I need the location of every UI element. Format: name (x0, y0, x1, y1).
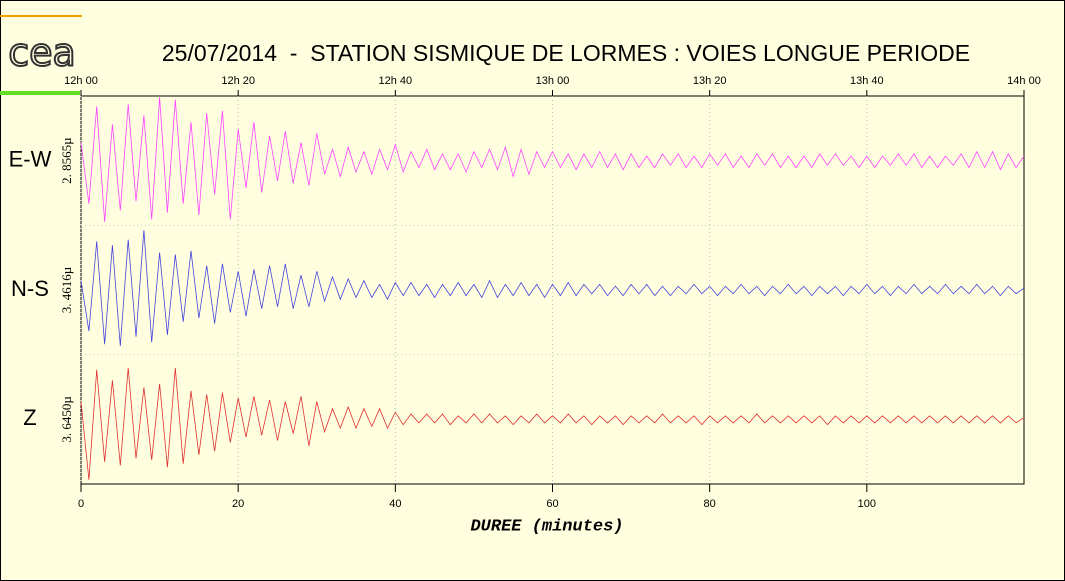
x2-tick-label: 12h 40 (379, 75, 413, 87)
x2-tick-label: 12h 20 (221, 75, 255, 87)
chart-title: 25/07/2014 - STATION SISMIQUE DE LORMES … (162, 40, 970, 66)
x-tick-label: 40 (389, 498, 401, 510)
x-axis-label: DUREE (minutes) (470, 517, 623, 536)
scale-label: 3. 6450µ (59, 396, 74, 443)
x-tick-label: 100 (858, 498, 876, 510)
scale-label: 3. 4616µ (59, 266, 74, 313)
x2-tick-label: 13h 40 (850, 75, 884, 87)
x2-tick-label: 13h 20 (693, 75, 727, 87)
x2-tick-label: 12h 00 (64, 75, 98, 87)
logo: cea (8, 31, 76, 75)
channel-label: E-W (9, 146, 52, 171)
x-tick-label: 20 (232, 498, 244, 510)
trace (80, 367, 1025, 480)
trace (80, 230, 1025, 347)
x-tick-label: 0 (78, 498, 84, 510)
scale-label: 2. 8565µ (59, 137, 74, 184)
channel-label: N-S (11, 276, 49, 301)
x-tick-label: 80 (704, 498, 716, 510)
x2-tick-label: 14h 00 (1007, 75, 1041, 87)
x2-tick-label: 13h 00 (536, 75, 570, 87)
x-tick-label: 60 (546, 498, 558, 510)
trace (80, 97, 1025, 222)
channel-label: Z (23, 405, 36, 430)
